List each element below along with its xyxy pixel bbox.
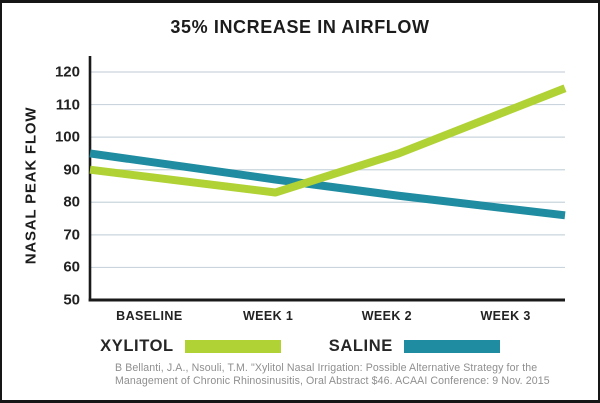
- legend-swatch-xylitol: [184, 340, 281, 353]
- legend-swatch-saline: [403, 340, 500, 353]
- y-tick-110: 110: [55, 96, 80, 114]
- x-tick-week-1: WEEK 1: [242, 309, 294, 323]
- y-tick-100: 100: [54, 128, 80, 146]
- series-line-saline: [89, 149, 566, 220]
- legend-label-xylitol: XYLITOL: [100, 337, 174, 355]
- chart-legend: XYLITOL SALINE: [2, 337, 598, 356]
- x-tick-week-3: WEEK 3: [480, 309, 531, 323]
- y-tick-60: 60: [63, 258, 80, 276]
- citation-line-2: Management of Chronic Rhinosinusitis, Or…: [115, 375, 550, 387]
- legend-item-xylitol: XYLITOL: [100, 337, 281, 356]
- y-tick-50: 50: [63, 291, 80, 309]
- citation-line-1: B Bellanti, J.A., Nsouli, T.M. "Xylitol …: [115, 362, 538, 374]
- y-tick-90: 90: [63, 161, 80, 179]
- series-line-xylitol: [89, 84, 567, 197]
- x-tick-week-2: WEEK 2: [361, 309, 413, 323]
- x-tick-baseline: BASELINE: [116, 309, 183, 323]
- line-chart-plot: [88, 56, 567, 302]
- legend-item-saline: SALINE: [329, 337, 500, 356]
- y-tick-120: 120: [54, 63, 80, 81]
- citation-text: B Bellanti, J.A., Nsouli, T.M. "Xylitol …: [115, 362, 565, 388]
- y-tick-80: 80: [63, 193, 80, 211]
- y-tick-70: 70: [63, 226, 80, 244]
- chart-title: 35% INCREASE IN AIRFLOW: [170, 17, 430, 37]
- legend-label-saline: SALINE: [328, 337, 393, 355]
